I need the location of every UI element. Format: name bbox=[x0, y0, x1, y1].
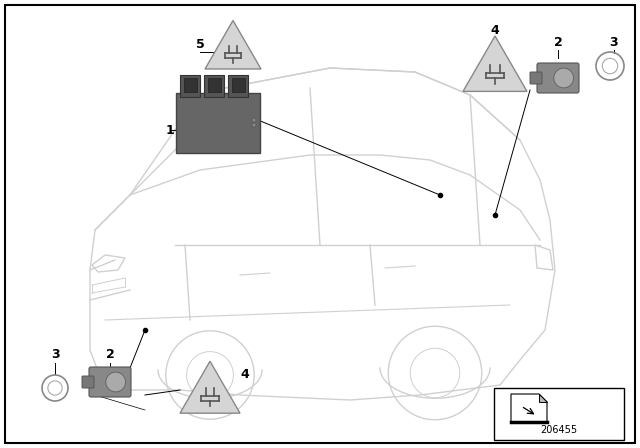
FancyBboxPatch shape bbox=[228, 75, 248, 97]
Polygon shape bbox=[511, 394, 547, 422]
FancyBboxPatch shape bbox=[184, 78, 196, 92]
FancyBboxPatch shape bbox=[180, 75, 200, 97]
FancyBboxPatch shape bbox=[530, 72, 542, 84]
Text: 2: 2 bbox=[106, 349, 115, 362]
Text: 3: 3 bbox=[610, 35, 618, 48]
FancyBboxPatch shape bbox=[232, 78, 244, 92]
Polygon shape bbox=[463, 36, 527, 91]
Text: 2: 2 bbox=[554, 35, 563, 48]
Circle shape bbox=[106, 372, 125, 392]
Text: 206455: 206455 bbox=[540, 425, 577, 435]
Circle shape bbox=[554, 68, 573, 88]
Text: 3: 3 bbox=[51, 349, 60, 362]
Polygon shape bbox=[205, 21, 261, 69]
FancyBboxPatch shape bbox=[89, 367, 131, 397]
FancyBboxPatch shape bbox=[537, 63, 579, 93]
Bar bbox=[494, 388, 624, 440]
Polygon shape bbox=[180, 361, 240, 413]
Polygon shape bbox=[539, 394, 547, 402]
Text: 4: 4 bbox=[491, 23, 499, 36]
Text: 4: 4 bbox=[241, 369, 250, 382]
Circle shape bbox=[252, 118, 256, 122]
Text: 5: 5 bbox=[196, 39, 204, 52]
Text: 1: 1 bbox=[166, 124, 174, 137]
Circle shape bbox=[252, 123, 256, 127]
FancyBboxPatch shape bbox=[207, 78, 221, 92]
FancyBboxPatch shape bbox=[176, 93, 260, 153]
FancyBboxPatch shape bbox=[82, 376, 94, 388]
FancyBboxPatch shape bbox=[204, 75, 224, 97]
